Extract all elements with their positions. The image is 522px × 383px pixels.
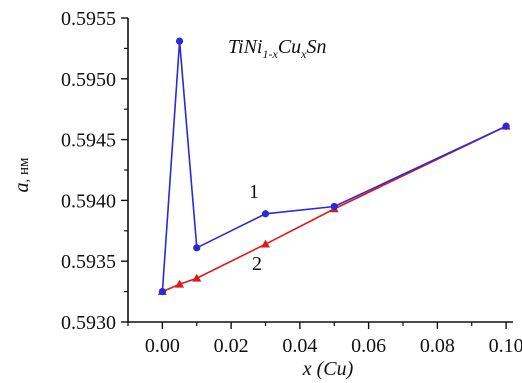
series-2-point [175, 279, 185, 288]
x-axis-unit: (Cu) [317, 358, 354, 380]
series-1-line [161, 41, 507, 292]
x-tick-label: 0.00 [145, 335, 180, 357]
y-tick-label: 0.5950 [61, 69, 116, 91]
y-axis-unit: , нм [16, 157, 32, 183]
x-axis: 0.00 0.02 0.04 0.06 0.08 0.10 [127, 322, 522, 357]
series-1-point [175, 37, 184, 45]
y-tick-label: 0.5930 [61, 312, 116, 334]
y-axis: 0.5930 0.5935 0.5940 0.5945 0.5950 0.5955 [61, 8, 128, 334]
series-2-point [261, 239, 270, 248]
formula-annotation: TiNi1-xCuxSn [228, 36, 326, 61]
series-2-point [192, 273, 202, 282]
x-axis-variable: x [302, 358, 317, 380]
series-1-point [158, 288, 166, 296]
y-tick-label: 0.5935 [61, 251, 116, 273]
series-1-point [193, 244, 201, 252]
series-2-label: 2 [252, 253, 262, 275]
series-1-label: 1 [249, 181, 259, 203]
series-1-point [502, 122, 510, 130]
y-tick-label: 0.5945 [61, 130, 116, 152]
series-1-point [330, 202, 338, 211]
series-layer [157, 37, 511, 296]
formula-part: Sn [306, 36, 326, 58]
y-axis-title: a, нм [11, 157, 33, 193]
formula-part: x [300, 47, 307, 61]
y-axis-variable: a [11, 183, 33, 193]
x-tick-label: 0.08 [420, 335, 455, 357]
plot-frame [127, 18, 513, 323]
formula-part: Cu [278, 36, 301, 58]
series-1-point [261, 210, 270, 218]
y-tick-label: 0.5940 [61, 190, 116, 212]
x-axis-title: x (Cu) [302, 358, 354, 380]
x-tick-label: 0.02 [214, 335, 249, 357]
y-tick-label: 0.5955 [61, 8, 116, 30]
formula-part: 1-x [262, 47, 278, 61]
formula-part: TiNi [228, 36, 262, 58]
x-tick-label: 0.10 [489, 335, 522, 357]
x-tick-label: 0.04 [282, 335, 317, 357]
x-tick-label: 0.06 [351, 335, 386, 357]
